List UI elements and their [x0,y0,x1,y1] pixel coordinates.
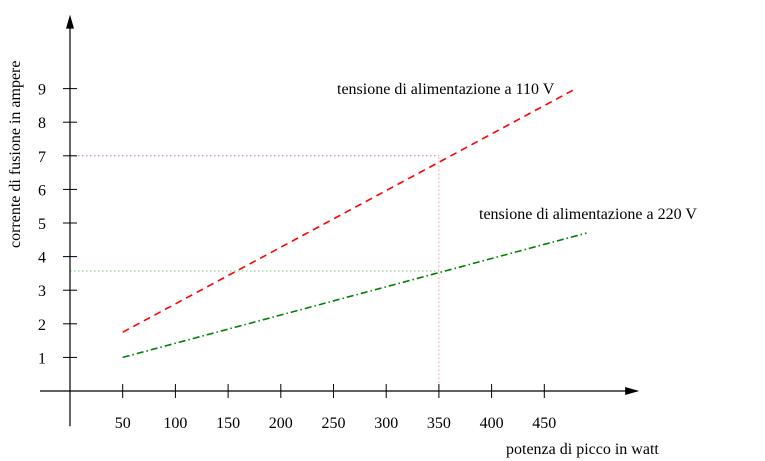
x-tick-label: 200 [269,415,293,432]
y-tick-label: 6 [38,182,46,199]
x-axis-title: potenza di picco in watt [506,441,659,458]
x-tick-label: 300 [374,415,398,432]
series-lines [122,87,587,359]
x-tick-label: 50 [115,415,131,432]
x-axis-arrow [625,387,640,395]
y-tick-label: 5 [38,216,46,233]
y-tick-label: 4 [38,250,46,267]
x-tick-label: 400 [480,415,504,432]
y-tick-label: 3 [38,283,46,300]
x-tick-label: 350 [427,415,451,432]
series-label-220v: tensione di alimentazione a 220 V [479,206,697,223]
reference-lines [70,155,440,391]
x-tick-label: 450 [532,415,556,432]
y-axis-title: corrente di fusione in ampere [7,61,24,248]
y-tick-label: 7 [38,149,46,166]
ticks: 50 100 150 200 250 300 350 400 450 1 2 3 4 5 6 7 8 9 [38,82,556,432]
y-tick-label: 8 [38,115,46,132]
y-axis-arrow [66,14,74,29]
x-tick-label: 250 [322,415,346,432]
series-line-110v [122,87,577,333]
x-tick-label: 100 [163,415,187,432]
y-tick-label: 2 [38,317,46,334]
series-label-110v: tensione di alimentazione a 110 V [337,81,555,98]
y-tick-label: 1 [38,350,46,367]
x-tick-label: 150 [216,415,240,432]
y-tick-label: 9 [38,82,46,99]
